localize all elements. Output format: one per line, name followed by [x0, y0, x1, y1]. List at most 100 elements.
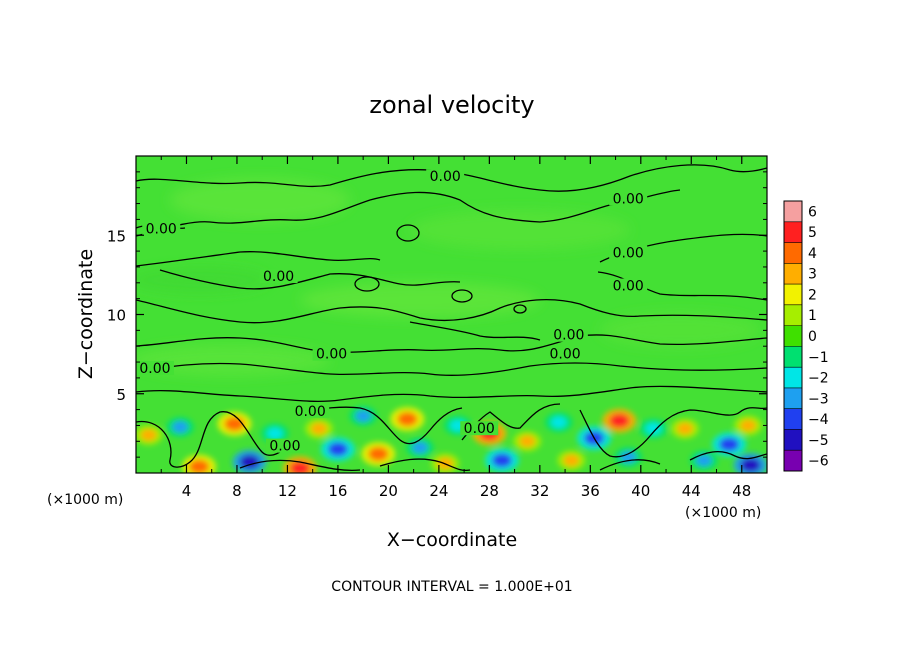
y-tick-label: 15 [107, 227, 126, 245]
contour-line [136, 362, 767, 376]
anomaly-core [172, 421, 189, 434]
field-patch [600, 312, 760, 348]
anomaly-core [676, 422, 693, 435]
contour-label-bg [609, 245, 648, 260]
contour-line [451, 289, 473, 303]
anomaly-core [266, 427, 283, 440]
contour-label: 0.00 [146, 221, 177, 237]
field-patch [170, 178, 350, 222]
colorbar-cell [784, 408, 802, 430]
contour-label-bg [312, 346, 351, 361]
x-tick-label: 28 [480, 482, 499, 500]
anomaly-core [550, 416, 567, 429]
colorbar-label: 6 [808, 204, 817, 220]
contour-label: 0.00 [269, 439, 300, 455]
anomaly-core [519, 435, 536, 448]
colorbar-label: 1 [808, 308, 817, 324]
contour-line [409, 321, 541, 341]
contour-label: 0.00 [295, 404, 326, 420]
colorbar-label: −2 [808, 371, 829, 387]
anomaly-core [740, 458, 761, 473]
colorbar-cell [784, 387, 802, 410]
contour-line [579, 407, 767, 458]
x-axis-label: X−coordinate [387, 529, 517, 551]
contour-line [159, 269, 461, 290]
contour-label-bg [136, 360, 174, 375]
contour-line [354, 276, 380, 292]
anomaly-core [740, 419, 757, 432]
contour-label-bg [609, 278, 648, 293]
anomaly-core [695, 454, 712, 467]
anomaly-core [609, 413, 630, 428]
anomaly-core [563, 454, 580, 467]
anomaly-core [645, 422, 662, 435]
x-tick-label: 8 [232, 482, 242, 500]
contour-line [597, 271, 767, 301]
x-tick-label: 36 [581, 482, 600, 500]
colorbar-label: 4 [808, 246, 817, 262]
anomaly-core [189, 459, 210, 473]
y-axis: 5 10 15 [107, 171, 767, 458]
contour-labels: 0.00 0.00 0.00 0.00 0.00 0.00 0.00 0.00 0.00 0.00… [136, 169, 648, 455]
x-tick-label: 32 [530, 482, 549, 500]
contour-label: 0.00 [549, 347, 580, 363]
x-tick-label: 44 [682, 482, 701, 500]
contour-line [513, 304, 527, 314]
colorbar-label: 2 [808, 287, 817, 303]
contour-label-bg [259, 269, 298, 284]
x-tick-label: 4 [182, 482, 192, 500]
x-tick-label: 16 [328, 482, 347, 500]
contour-line [136, 411, 291, 468]
contour-line [136, 251, 381, 267]
x-tick-label: 24 [429, 482, 448, 500]
colorbar-cell [784, 263, 802, 285]
x-unit-right: (×1000 m) [685, 505, 761, 521]
anomaly-core [355, 409, 372, 422]
anomaly-core [224, 416, 245, 431]
contour-label: 0.00 [613, 245, 644, 261]
colorbar-label: −3 [808, 391, 829, 407]
contour-label-bg [426, 169, 465, 184]
colorbar-label: −4 [808, 412, 829, 428]
heatmap-field: 0.00 0.00 0.00 0.00 0.00 0.00 0.00 0.00 0.00 0.00… [136, 156, 767, 473]
contour-label: 0.00 [430, 169, 461, 185]
colorbar: 6 5 4 3 2 1 0 −1 −2 −3 −4 −5 −6 [783, 200, 829, 472]
contour-label-bg [546, 346, 585, 361]
contour-line [396, 224, 420, 242]
x-axis: 4 8 12 16 20 24 28 32 36 40 44 48 [160, 156, 751, 500]
anomaly-core [239, 454, 260, 469]
anomaly-core [290, 461, 311, 473]
contour-label: 0.00 [613, 279, 644, 295]
x-unit-left: (×1000 m) [47, 492, 123, 508]
contour-label-bg [460, 421, 499, 436]
colorbar-cell [784, 367, 802, 389]
contour-line [379, 458, 471, 472]
anomaly-core [491, 453, 512, 468]
y-axis-label: Z−coordinate [75, 249, 97, 379]
contour-label: 0.00 [139, 361, 170, 377]
anomaly-core [719, 437, 740, 452]
colorbar-cell [784, 242, 802, 264]
contour-line [599, 459, 661, 471]
contour-label: 0.00 [263, 269, 294, 285]
contour-label-bg [291, 403, 330, 418]
colorbar-label: 0 [808, 329, 817, 345]
colorbar-cell [784, 450, 802, 472]
contour-line [136, 385, 767, 402]
colorbar-label: 5 [808, 225, 817, 241]
colorbar-label: 3 [808, 267, 817, 283]
contour-label: 0.00 [464, 421, 495, 437]
colorbar-cell [784, 284, 802, 306]
colorbar-cell [784, 429, 802, 451]
contour-label-bg [142, 221, 181, 236]
field-patch [300, 282, 540, 318]
anomaly-core [368, 446, 389, 461]
contour-line [136, 164, 767, 192]
colorbar-cell [784, 325, 802, 347]
colorbar-cell [784, 304, 802, 327]
contour-interval-note: CONTOUR INTERVAL = 1.000E+01 [331, 579, 572, 595]
contour-line [136, 298, 767, 324]
colorbar-frame [783, 200, 803, 472]
contour-line [689, 450, 767, 461]
